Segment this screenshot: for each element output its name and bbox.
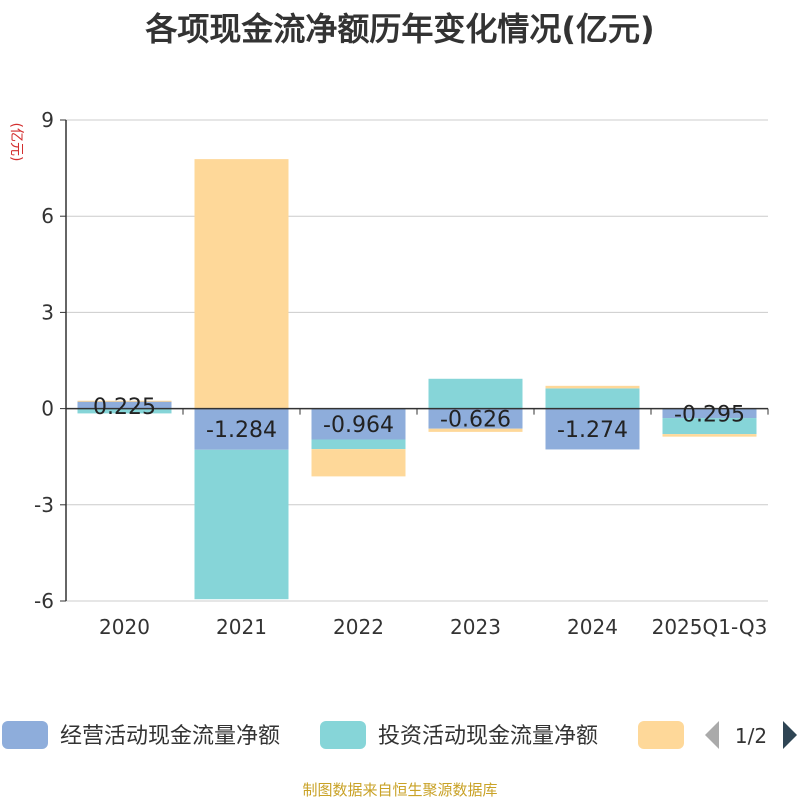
x-tick-label: 2025Q1-Q3 [652,615,768,639]
legend-next-icon[interactable] [783,721,797,749]
chart-title: 各项现金流净额历年变化情况(亿元) [145,10,655,48]
y-tick-label: 6 [41,204,54,228]
data-label: -0.626 [440,408,511,433]
y-tick-label: 0 [41,397,54,421]
bar-2-2020[interactable] [77,408,172,414]
x-tick-label: 2020 [99,615,150,639]
bar-3-2020[interactable] [77,400,172,402]
data-label: -1.274 [557,418,628,443]
legend-swatch-2[interactable] [320,721,366,749]
bar-3-2023[interactable] [428,428,523,432]
bar-1-2025Q1-Q3[interactable] [662,408,757,419]
x-tick-label: 2022 [333,615,384,639]
y-tick-label: 3 [41,300,54,324]
bar-2-2025Q1-Q3[interactable] [662,418,757,435]
bar-1-2021[interactable] [194,408,289,450]
bar-2-2024[interactable] [545,388,640,409]
bar-3-2024[interactable] [545,385,640,389]
x-tick-label: 2021 [216,615,267,639]
y-tick-label: 9 [41,108,54,132]
data-label: -1.284 [206,418,277,443]
bar-2-2023[interactable] [428,378,523,409]
legend-prev-icon[interactable] [705,721,719,749]
bar-2-2021[interactable] [194,449,289,600]
legend-label-2[interactable]: 投资活动现金流量净额 [378,724,598,749]
bar-3-2021[interactable] [194,159,289,409]
y-tick-label: -3 [34,493,54,517]
legend-swatch-1[interactable] [2,721,48,749]
bar-1-2024[interactable] [545,408,640,450]
legend-page-indicator: 1/2 [735,724,767,748]
legend-label-1[interactable]: 经营活动现金流量净额 [60,724,280,749]
data-label: 0.225 [93,395,156,420]
bar-2-2022[interactable] [311,439,406,450]
data-source-note: 制图数据来自恒生聚源数据库 [302,781,498,799]
x-tick-label: 2023 [450,615,501,639]
data-label: -0.295 [674,402,745,427]
bar-1-2023[interactable] [428,408,523,429]
bar-3-2022[interactable] [311,449,406,477]
y-axis-title: (亿元) [8,123,24,162]
bar-1-2020[interactable] [77,401,172,409]
bar-1-2022[interactable] [311,408,406,440]
y-tick-label: -6 [34,589,54,613]
x-tick-label: 2024 [567,615,618,639]
data-label: -0.964 [323,413,394,438]
bar-3-2025Q1-Q3[interactable] [662,434,757,437]
legend-swatch-3[interactable] [638,721,684,749]
